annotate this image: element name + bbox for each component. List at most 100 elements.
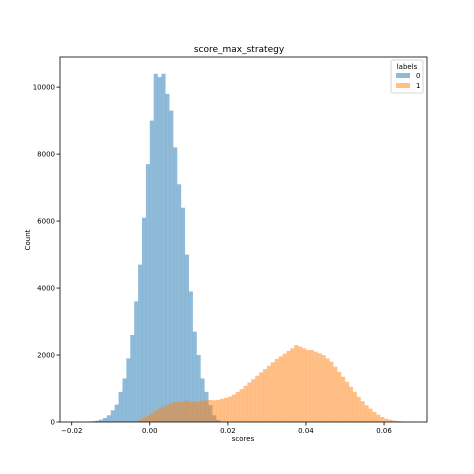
bar-series-0 (130, 334, 135, 422)
x-axis-ticks: −0.02 0.00 0.02 0.04 0.06 (61, 422, 392, 435)
bar-series-1 (223, 397, 229, 422)
x-tick-label: −0.02 (61, 427, 82, 435)
y-tick-label: 0 (51, 419, 55, 427)
bar-series-0 (157, 77, 162, 422)
bar-series-1 (173, 401, 178, 422)
bar-series-1 (263, 369, 268, 422)
bar-series-1 (165, 404, 170, 422)
chart-title: score_max_strategy (194, 45, 285, 55)
bar-series-1 (149, 413, 154, 422)
bar-series-1 (317, 353, 322, 422)
bar-series-1 (391, 420, 396, 422)
bar-series-1 (309, 350, 314, 422)
bar-series-1 (239, 389, 244, 422)
bar-series-1 (196, 401, 201, 422)
y-tick-label: 2000 (37, 352, 55, 360)
x-axis-label: scores (232, 435, 255, 443)
bar-series-1 (337, 371, 342, 422)
bar-series-1 (302, 348, 307, 422)
bar-series-1 (384, 418, 389, 422)
bar-series-0 (184, 254, 189, 422)
bar-series-1 (290, 348, 295, 422)
bar-series-1 (341, 376, 346, 422)
bar-series-0 (165, 93, 170, 422)
bar-series-0 (95, 420, 100, 422)
y-axis-label: Count (24, 229, 32, 250)
bar-series-0 (106, 415, 111, 422)
bar-series-0 (149, 120, 154, 423)
bar-series-1 (181, 401, 186, 422)
bar-series-0 (145, 164, 150, 422)
bar-series-0 (122, 378, 127, 422)
bar-series-1 (153, 410, 158, 422)
legend: labels 0 1 (390, 59, 424, 94)
bar-series-1 (352, 391, 357, 422)
bar-series-1 (220, 398, 225, 422)
x-tick-label: 0.06 (376, 427, 392, 435)
bar-series-0 (126, 358, 131, 422)
y-tick-label: 10000 (33, 84, 55, 92)
x-tick-label: 0.00 (142, 427, 158, 435)
series-1-bars (134, 344, 412, 422)
bar-series-0 (99, 419, 104, 422)
x-tick-label: 0.04 (298, 427, 314, 435)
bar-series-1 (192, 401, 197, 422)
bar-series-0 (134, 301, 139, 422)
legend-swatch-0 (396, 73, 410, 78)
bar-series-1 (227, 396, 232, 422)
bar-series-1 (266, 365, 271, 422)
bar-series-1 (313, 351, 318, 422)
bar-series-1 (360, 401, 365, 422)
bar-series-0 (118, 391, 123, 422)
bar-series-0 (110, 410, 115, 422)
bar-series-1 (345, 381, 350, 422)
bar-series-1 (282, 353, 287, 422)
bar-series-1 (348, 386, 353, 422)
bar-series-0 (153, 73, 158, 423)
bar-series-1 (141, 417, 147, 422)
legend-label-1: 1 (416, 82, 420, 90)
bar-series-0 (188, 291, 193, 422)
bar-series-1 (364, 405, 369, 422)
bar-series-1 (231, 394, 236, 422)
bar-series-1 (177, 401, 182, 422)
legend-title: labels (397, 63, 418, 71)
bar-series-1 (274, 359, 279, 422)
y-tick-label: 6000 (37, 218, 55, 226)
bar-series-1 (157, 408, 162, 422)
bar-series-1 (305, 350, 311, 422)
plot-frame (59, 56, 428, 423)
bar-series-1 (333, 366, 338, 422)
bar-series-0 (169, 110, 174, 422)
bar-series-1 (376, 414, 381, 422)
bar-series-1 (325, 358, 330, 422)
x-tick-label: 0.02 (220, 427, 236, 435)
bar-series-0 (200, 378, 205, 422)
bar-series-0 (138, 264, 143, 422)
bar-series-1 (138, 419, 143, 422)
bar-series-1 (251, 379, 256, 422)
bar-series-1 (216, 399, 221, 422)
bar-series-0 (114, 404, 119, 422)
bar-series-0 (102, 417, 107, 422)
bar-series-0 (173, 147, 178, 422)
y-tick-label: 8000 (37, 151, 55, 159)
bar-series-1 (204, 400, 209, 422)
bar-series-1 (356, 396, 361, 422)
bar-series-1 (255, 375, 260, 422)
bar-series-1 (188, 401, 193, 422)
bar-series-1 (321, 355, 326, 422)
bar-series-1 (380, 416, 385, 422)
bar-series-1 (208, 399, 213, 422)
y-tick-label: 4000 (37, 285, 55, 293)
legend-label-0: 0 (416, 72, 420, 80)
bar-series-1 (243, 385, 248, 422)
bar-series-0 (161, 73, 166, 423)
bar-series-0 (196, 355, 201, 422)
bar-series-1 (184, 400, 189, 422)
bar-series-0 (141, 217, 147, 422)
legend-swatch-1 (396, 83, 410, 88)
bar-series-1 (270, 362, 275, 422)
bar-series-1 (395, 421, 400, 422)
